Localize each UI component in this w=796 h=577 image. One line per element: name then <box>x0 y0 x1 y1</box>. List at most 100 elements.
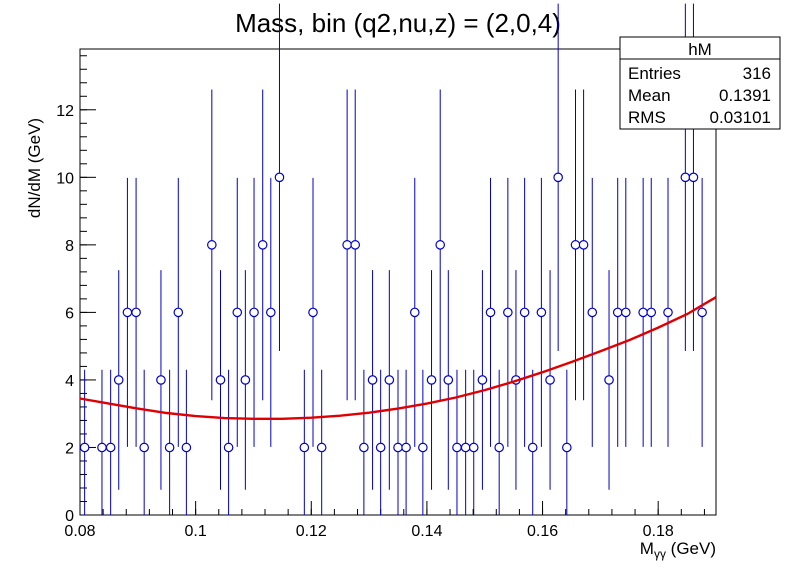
data-point <box>257 89 268 401</box>
data-point <box>359 369 369 515</box>
marker <box>249 307 259 318</box>
marker <box>384 375 395 385</box>
data-point <box>570 89 581 401</box>
stats-mean-label: Mean <box>628 86 671 105</box>
marker <box>97 442 107 453</box>
marker <box>139 442 149 453</box>
marker <box>207 240 217 250</box>
data-point <box>240 270 251 490</box>
marker <box>460 442 471 453</box>
stats-mean-value: 0.1391 <box>719 86 771 105</box>
data-point <box>131 177 141 447</box>
x-axis-ticks: 0.08 0.1 0.12 0.14 0.16 0.18 <box>64 501 705 540</box>
marker <box>443 375 454 385</box>
y-axis-ticks: 0 2 4 6 8 10 12 <box>56 55 96 525</box>
data-point <box>401 369 411 515</box>
data-point <box>308 177 318 447</box>
marker <box>215 375 226 385</box>
marker <box>494 442 504 453</box>
stats-entries-value: 316 <box>743 64 771 83</box>
marker <box>232 307 243 318</box>
marker <box>375 442 386 453</box>
data-point <box>97 369 107 515</box>
marker <box>131 307 141 318</box>
marker <box>519 307 530 318</box>
marker <box>308 307 318 318</box>
data-point <box>215 270 226 490</box>
data-point <box>113 270 124 490</box>
marker <box>367 375 378 385</box>
data-point <box>249 177 259 447</box>
marker <box>426 375 437 385</box>
data-point <box>477 270 488 490</box>
data-point <box>350 89 361 401</box>
marker <box>265 307 276 318</box>
marker <box>240 375 251 385</box>
marker <box>359 442 369 453</box>
marker <box>105 442 116 453</box>
data-point <box>697 177 707 447</box>
data-point <box>105 369 116 515</box>
data-point <box>316 369 327 515</box>
stats-box-title: hM <box>688 40 712 59</box>
stats-rms-value: 0.03101 <box>710 108 771 127</box>
marker <box>468 442 479 453</box>
y-axis-label: dN/dM (GeV) <box>25 118 44 218</box>
marker <box>435 240 446 250</box>
marker <box>113 375 124 385</box>
marker <box>553 172 563 183</box>
marker <box>316 442 327 453</box>
data-point <box>578 89 589 401</box>
marker <box>663 307 673 318</box>
marker <box>274 172 285 183</box>
y-tick-label: 10 <box>56 170 74 187</box>
data-point <box>418 369 428 515</box>
data-point <box>527 369 538 515</box>
stats-box: hM Entries 316 Mean 0.1391 RMS 0.03101 <box>619 36 781 130</box>
data-point <box>409 177 420 447</box>
y-tick-label: 0 <box>65 508 74 525</box>
data-points <box>79 3 707 515</box>
data-point <box>553 3 563 351</box>
data-point <box>274 3 285 351</box>
x-tick-label: 0.18 <box>643 523 674 540</box>
data-point <box>587 177 598 447</box>
data-point <box>545 270 555 490</box>
data-point <box>173 177 184 447</box>
data-point <box>164 369 175 515</box>
x-tick-label: 0.12 <box>296 523 327 540</box>
data-point <box>122 177 133 447</box>
x-tick-label: 0.08 <box>64 523 95 540</box>
data-point <box>139 369 149 515</box>
data-point <box>384 270 395 490</box>
data-point <box>393 369 403 515</box>
marker <box>638 307 648 318</box>
data-point <box>223 369 234 515</box>
data-point <box>435 89 446 401</box>
data-point <box>562 369 572 515</box>
marker <box>485 307 496 318</box>
marker <box>688 172 699 183</box>
marker <box>570 240 581 250</box>
marker <box>164 442 175 453</box>
marker <box>452 442 462 453</box>
marker <box>536 307 547 318</box>
data-point <box>503 177 513 447</box>
marker <box>79 442 90 453</box>
data-point <box>460 369 471 515</box>
marker <box>621 307 631 318</box>
marker <box>646 307 657 318</box>
marker <box>418 442 428 453</box>
marker <box>680 172 691 183</box>
marker <box>604 375 614 385</box>
marker <box>612 307 623 318</box>
fit-curve <box>79 296 717 420</box>
data-point <box>299 369 310 515</box>
data-point <box>79 369 90 515</box>
data-point <box>181 369 192 515</box>
x-tick-label: 0.16 <box>527 523 558 540</box>
data-point <box>367 270 378 490</box>
data-point <box>621 177 631 447</box>
